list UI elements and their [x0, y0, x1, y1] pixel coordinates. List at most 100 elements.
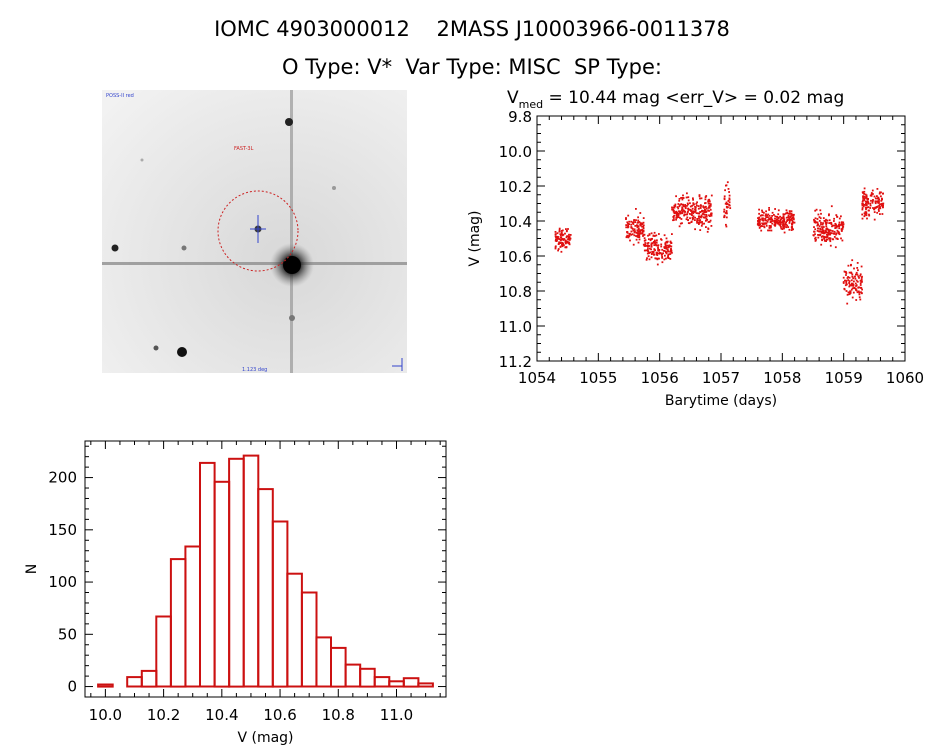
- light-curve-point: [873, 218, 876, 221]
- light-curve-point: [683, 213, 686, 216]
- light-curve-point: [648, 258, 651, 261]
- star: [332, 186, 336, 190]
- light-curve-point: [872, 199, 874, 201]
- light-curve-point: [559, 241, 562, 244]
- light-curve-point: [820, 236, 823, 238]
- light-curve-point: [686, 216, 689, 219]
- light-curve-point: [782, 213, 785, 216]
- light-curve-point: [696, 204, 698, 207]
- light-curve-point: [771, 211, 774, 214]
- light-curve-point: [821, 239, 823, 242]
- light-curve-point: [674, 203, 677, 206]
- light-curve-point: [761, 225, 764, 227]
- light-curve-point: [705, 214, 708, 217]
- light-curve-point: [791, 225, 793, 228]
- light-curve-point: [846, 293, 849, 296]
- light-curve-point: [708, 221, 711, 223]
- light-curve-point: [657, 246, 659, 249]
- light-curve-point: [849, 290, 852, 293]
- light-curve-point: [668, 245, 671, 248]
- light-curve-point: [865, 200, 868, 203]
- light-curve-point: [699, 207, 702, 209]
- light-curve-point: [757, 217, 759, 219]
- light-curve-point: [814, 221, 817, 224]
- histogram-bar: [402, 677, 420, 688]
- light-curve-point: [568, 241, 571, 244]
- light-curve-point: [661, 261, 664, 264]
- light-curve-point: [787, 214, 790, 217]
- light-curve-point: [707, 228, 710, 230]
- light-curve-point: [707, 207, 710, 209]
- light-curve-point: [696, 221, 698, 224]
- light-curve-point: [874, 206, 876, 209]
- light-curve-point: [653, 253, 656, 256]
- x-tick-label: 10.2: [147, 706, 180, 724]
- light-curve-point: [705, 219, 707, 222]
- light-curve-point: [724, 202, 727, 205]
- light-curve-point: [820, 223, 822, 226]
- light-curve-point: [850, 284, 852, 287]
- light-curve-point: [825, 233, 828, 236]
- light-curve-point: [852, 283, 855, 286]
- light-curve-point: [568, 243, 571, 246]
- light-curve-point: [848, 281, 851, 284]
- light-curve-point: [863, 187, 866, 190]
- y-tick-label: 10.8: [499, 283, 532, 301]
- light-curve-point: [631, 227, 634, 230]
- light-curve-point: [663, 258, 666, 261]
- light-curve-point: [879, 191, 881, 194]
- light-curve-point: [558, 229, 561, 232]
- light-curve-point: [635, 235, 637, 237]
- light-curve-point: [669, 244, 671, 247]
- light-curve-plot-frame: [536, 115, 906, 362]
- light-curve-point: [771, 218, 774, 221]
- light-curve-point: [665, 245, 667, 248]
- light-curve-point: [562, 243, 564, 245]
- light-curve-point: [564, 239, 567, 242]
- light-curve-point: [823, 232, 825, 234]
- light-curve-point: [658, 249, 660, 252]
- image-scale-label: 1.123 deg: [242, 367, 267, 373]
- light-curve-point: [779, 224, 782, 227]
- histogram-bar: [242, 454, 260, 688]
- light-curve-point: [845, 272, 848, 274]
- light-curve-point: [874, 202, 877, 205]
- light-curve-point: [728, 203, 730, 206]
- light-curve-point: [686, 192, 688, 195]
- light-curve-point: [696, 220, 698, 223]
- light-curve-point: [561, 238, 564, 241]
- light-curve-point: [681, 209, 683, 211]
- light-curve-point: [817, 234, 819, 236]
- light-curve-point: [876, 188, 879, 190]
- light-curve-point: [681, 207, 684, 210]
- light-curve-point: [641, 228, 644, 231]
- light-curve-point: [697, 212, 699, 215]
- light-curve-point: [724, 212, 727, 214]
- light-curve-point: [670, 245, 673, 248]
- light-curve-point: [631, 222, 634, 224]
- light-curve-point: [698, 215, 700, 218]
- light-curve-point: [696, 218, 699, 220]
- light-curve-point: [724, 189, 726, 192]
- light-curve-point: [630, 223, 633, 226]
- light-curve-point: [861, 217, 864, 220]
- light-curve-point: [691, 204, 693, 207]
- light-curve-point: [862, 205, 865, 208]
- light-curve-point: [653, 231, 656, 234]
- light-curve-point: [838, 217, 841, 220]
- light-curve-point: [696, 201, 698, 204]
- light-curve-point: [704, 198, 707, 201]
- light-curve-point: [650, 248, 652, 251]
- light-curve-point: [867, 209, 870, 212]
- light-curve-point: [758, 208, 760, 211]
- light-curve-point: [634, 225, 637, 227]
- light-curve-point: [792, 221, 795, 224]
- light-curve-point: [790, 218, 792, 221]
- light-curve-point: [694, 216, 696, 219]
- light-curve-point: [880, 195, 882, 198]
- light-curve-point: [710, 225, 713, 227]
- light-curve-point: [791, 216, 794, 219]
- light-curve-point: [670, 250, 673, 253]
- light-curve-point: [865, 208, 867, 211]
- light-curve-point: [836, 215, 838, 218]
